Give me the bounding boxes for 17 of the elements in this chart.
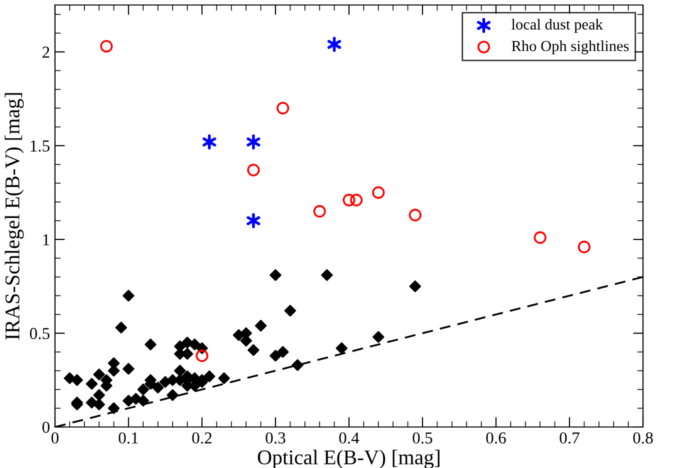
x-tick-label: 0	[51, 432, 59, 444]
x-tick-label: 0.4	[339, 432, 360, 444]
y-axis-title: IRAS-Schlegel E(B-V) [mag]	[4, 93, 24, 340]
x-tick-label: 0.5	[412, 432, 432, 444]
x-tick-label: 0.7	[560, 432, 580, 444]
y-tick-label: 1	[43, 234, 50, 246]
y-tick-label: 1.5	[30, 140, 50, 152]
legend-label: Rho Oph sightlines	[512, 40, 629, 54]
x-tick-label: 0.8	[633, 432, 653, 444]
x-tick-label: 0.6	[486, 432, 506, 444]
x-tick-label: 0.3	[266, 432, 286, 444]
y-tick-label: 0	[42, 422, 50, 433]
y-tick-label: 0.5	[30, 328, 50, 340]
legend-label: local dust peak	[512, 18, 603, 33]
x-tick-label: 0.1	[118, 432, 138, 444]
x-tick-label: 0.2	[192, 432, 212, 444]
y-tick-label: 2	[42, 46, 50, 58]
